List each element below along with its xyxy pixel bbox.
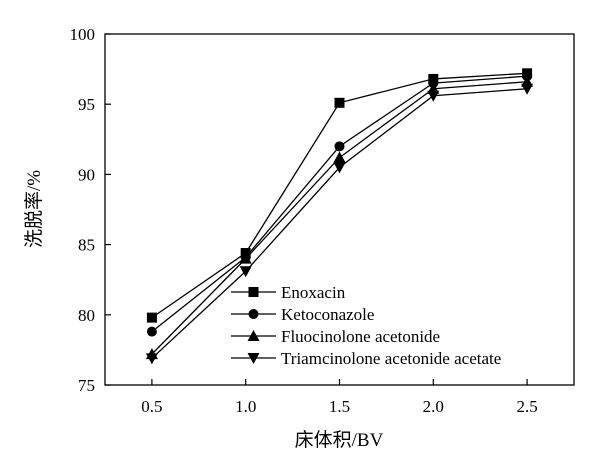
x-tick-label: 1.5 bbox=[329, 397, 350, 416]
y-tick-label: 85 bbox=[78, 236, 95, 255]
data-point bbox=[146, 312, 157, 323]
legend-marker bbox=[248, 287, 259, 297]
y-tick-label: 100 bbox=[70, 25, 96, 44]
data-point bbox=[239, 266, 252, 278]
x-tick-label: 2.5 bbox=[516, 397, 537, 416]
y-axis-ticks: 75 80 85 90 95 100 bbox=[70, 25, 111, 395]
legend: Enoxacin Ketoconazole Fluocinolone acetoni… bbox=[231, 283, 501, 368]
legend-label: Ketoconazole bbox=[281, 305, 374, 324]
data-point bbox=[145, 353, 158, 365]
legend-label: Fluocinolone acetonide bbox=[281, 327, 440, 346]
x-axis-ticks: 0.5 1.0 1.5 2.0 2.5 bbox=[141, 379, 538, 416]
y-tick-label: 95 bbox=[78, 95, 95, 114]
x-tick-label: 2.0 bbox=[423, 397, 444, 416]
x-axis-title: 床体积/BV bbox=[295, 429, 384, 451]
data-point bbox=[146, 326, 157, 337]
legend-marker bbox=[248, 309, 259, 319]
y-axis-title: 洗脱率/% bbox=[23, 170, 45, 248]
y-tick-label: 90 bbox=[78, 165, 95, 184]
x-tick-label: 0.5 bbox=[141, 397, 162, 416]
series-layer bbox=[145, 68, 534, 365]
legend-marker bbox=[247, 353, 260, 364]
data-point bbox=[334, 141, 345, 152]
legend-label: Enoxacin bbox=[281, 283, 346, 302]
y-tick-label: 75 bbox=[78, 376, 95, 395]
y-tick-label: 80 bbox=[78, 306, 95, 325]
data-point bbox=[333, 151, 346, 163]
data-point bbox=[333, 162, 346, 174]
x-tick-label: 1.0 bbox=[235, 397, 256, 416]
data-point bbox=[521, 83, 534, 95]
data-point bbox=[427, 90, 440, 102]
legend-marker bbox=[247, 330, 260, 341]
legend-label: Triamcinolone acetonide acetate bbox=[281, 349, 501, 368]
data-point bbox=[239, 252, 252, 264]
series-line bbox=[151, 72, 528, 319]
data-point bbox=[334, 97, 345, 108]
